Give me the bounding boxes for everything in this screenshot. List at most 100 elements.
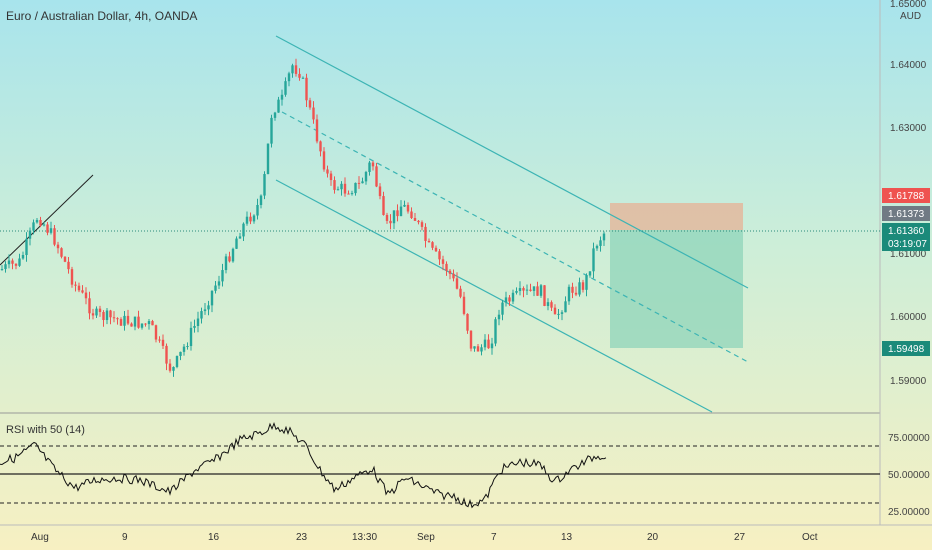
symbol-title[interactable]: Euro / Australian Dollar, 4h, OANDA (6, 9, 198, 23)
rsi-tick: 25.00000 (888, 507, 930, 518)
candle-body (88, 298, 91, 314)
candle-body (469, 330, 473, 349)
candle-body (466, 313, 469, 331)
candle-body (599, 240, 602, 246)
last-price-badge (882, 206, 930, 221)
candle-body (252, 215, 256, 222)
rsi-tick: 50.00000 (888, 470, 930, 481)
candle-body (340, 183, 343, 190)
candle-body (186, 346, 189, 348)
candle-body (81, 290, 84, 293)
candle-body (270, 117, 273, 144)
candle-body (518, 288, 522, 292)
candle-body (172, 366, 175, 371)
candle-body (245, 216, 249, 224)
candle-body (259, 195, 263, 205)
candle-body (224, 256, 228, 271)
candle-body (161, 339, 165, 346)
candle-body (182, 346, 186, 352)
price-tick: 1.60000 (890, 312, 927, 323)
candle-body (0, 269, 4, 271)
candle-body (350, 193, 354, 195)
candle-body (266, 143, 270, 175)
candlestick-series[interactable] (0, 58, 606, 377)
candle-body (147, 321, 151, 325)
last-price-text: 1.61373 (888, 209, 925, 220)
candle-body (18, 258, 21, 266)
candle-body (11, 260, 14, 264)
candle-body (336, 189, 340, 191)
candle-body (112, 317, 116, 319)
candle-body (333, 180, 336, 190)
candle-body (585, 275, 588, 290)
candle-body (371, 162, 375, 167)
time-label: 7 (491, 532, 497, 543)
candle-body (483, 339, 487, 348)
time-label: 9 (122, 532, 128, 543)
candle-body (455, 278, 459, 289)
candle-body (364, 171, 368, 182)
time-label: Aug (31, 532, 49, 543)
candle-body (560, 312, 564, 314)
candle-body (546, 302, 550, 306)
candle-body (109, 310, 112, 318)
candle-body (60, 248, 63, 257)
candle-body (462, 296, 466, 314)
stop-loss-zone[interactable] (610, 203, 743, 230)
candle-body (315, 119, 319, 142)
candle-body (368, 162, 371, 172)
candle-body (140, 323, 144, 328)
candle-body (116, 318, 119, 320)
candle-body (294, 65, 298, 74)
rsi-line[interactable] (0, 422, 607, 509)
candle-body (571, 286, 574, 293)
candle-body (378, 186, 382, 197)
time-label: Sep (417, 532, 435, 543)
candle-body (196, 318, 200, 327)
candle-body (46, 224, 49, 233)
channel-lower-line[interactable] (275, 179, 713, 413)
candle-body (410, 211, 413, 218)
price-tick: 1.63000 (890, 123, 927, 134)
candle-body (95, 308, 98, 316)
candle-body (392, 210, 396, 224)
candle-body (158, 339, 161, 341)
candle-body (221, 270, 224, 282)
candle-body (319, 141, 322, 152)
candle-body (312, 107, 315, 120)
candle-body (515, 291, 518, 293)
candle-body (189, 327, 193, 347)
candle-body (291, 65, 294, 74)
candle-body (200, 311, 203, 319)
candle-body (543, 285, 546, 306)
channel-upper-line[interactable] (275, 35, 749, 289)
rsi-tick: 75.00000 (888, 433, 930, 444)
candle-body (574, 292, 578, 295)
candle-body (203, 309, 207, 312)
candle-body (452, 273, 455, 279)
target-price-badge (882, 188, 930, 203)
current-price-text: 1.61360 (888, 226, 925, 237)
take-profit-zone[interactable] (610, 230, 743, 348)
candle-body (151, 321, 154, 326)
candle-body (403, 204, 406, 207)
candle-body (4, 264, 7, 270)
currency-label: AUD (900, 11, 921, 22)
time-label: 16 (208, 532, 220, 543)
candle-body (532, 286, 536, 291)
candle-body (32, 222, 35, 231)
candle-body (497, 314, 501, 320)
candle-body (130, 323, 133, 327)
candle-body (175, 355, 179, 367)
candle-body (557, 313, 560, 315)
candle-body (385, 214, 389, 221)
candle-body (567, 286, 571, 302)
channel-middle-line[interactable] (281, 111, 749, 363)
candle-body (487, 339, 490, 349)
rsi-indicator-title[interactable]: RSI with 50 (14) (6, 424, 85, 436)
trend-line[interactable] (0, 174, 94, 266)
candle-body (417, 220, 420, 223)
candle-body (329, 173, 333, 181)
